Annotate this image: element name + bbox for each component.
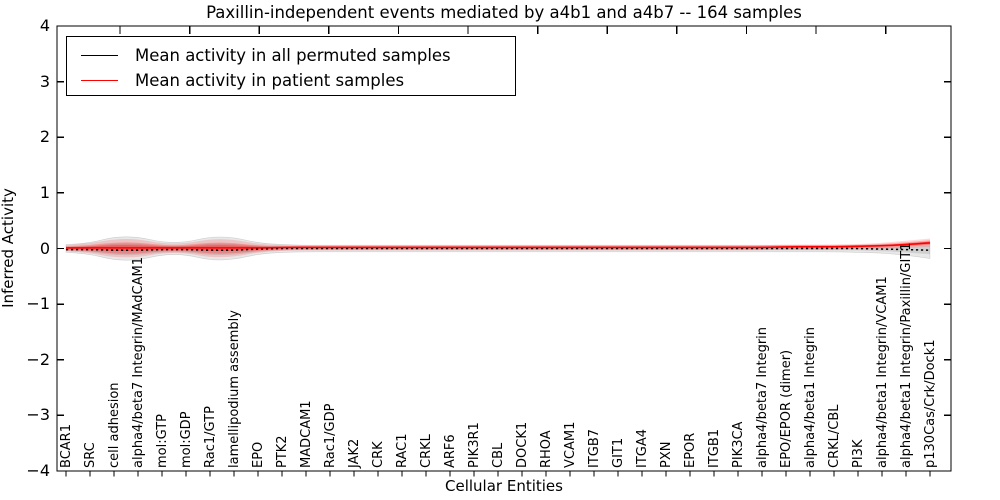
chart-title: Paxillin-independent events mediated by … [206,3,802,22]
x-tick-label: PXN [658,441,674,468]
x-tick-label: PI3K [850,439,866,468]
x-tick-label: GIT1 [610,437,626,468]
patient-mean-line [66,242,931,249]
x-axis-label: Cellular Entities [445,477,563,495]
y-tick-label: −2 [26,349,50,369]
x-tick-label: EPO/EPOR (dimer) [778,349,794,468]
x-tick-label: EPOR [682,432,698,468]
x-tick-label: RHOA [538,430,554,468]
x-tick-label: lamellipodium assembly [226,310,242,468]
x-tick-label: mol:GTP [154,414,170,468]
y-tick-label: 2 [39,127,50,147]
y-tick-label: −3 [26,405,50,425]
x-tick-label: mol:GDP [178,411,194,468]
axes-frame [56,25,952,477]
x-tick-label: alpha4/beta1 Integrin/VCAM1 [874,276,890,468]
legend-label-patient: Mean activity in patient samples [135,71,405,90]
x-tick-label: SRC [82,442,98,468]
y-tick-label: 0 [39,238,50,258]
x-tick-label: PIK3R1 [466,422,482,468]
x-tick-label: ITGB1 [706,428,722,468]
x-tick-label: Rac1/GDP [322,403,338,468]
x-tick-label: cell adhesion [106,382,122,468]
permuted-range-band-core [66,243,930,256]
x-tick-label: CRKL [418,434,434,468]
y-tick-label: 1 [39,182,50,202]
y-tick-label: 3 [39,71,50,91]
x-tick-label: CBL [490,442,506,468]
x-tick-label: alpha4/beta1 Integrin/Paxillin/GIT1 [898,242,914,468]
x-tick-label: VCAM1 [562,421,578,468]
legend: Mean activity in all permuted samples Me… [66,36,516,96]
x-tick-label: PTK2 [274,435,290,468]
x-tick-label: DOCK1 [514,421,530,468]
x-tick-label: BCAR1 [58,424,74,468]
permuted-line-sample-icon [81,55,118,56]
x-tick-label: ITGB7 [586,428,602,468]
x-tick-label: Rac1/GTP [202,406,218,468]
x-tick-label: RAC1 [394,433,410,468]
y-tick-label: −1 [26,294,50,314]
y-tick-label: 4 [39,16,50,35]
x-tick-label: p130Cas/Crk/Dock1 [922,339,938,468]
patient-line-sample-icon [81,80,118,81]
x-tick-label: EPO [250,441,266,468]
x-tick-label: PIK3CA [730,421,746,468]
x-tick-label: MADCAM1 [298,400,314,468]
x-tick-label: ARF6 [442,434,458,468]
x-tick-label: JAK2 [346,438,362,468]
x-tick-label: CRK [370,441,386,468]
legend-item-permuted: Mean activity in all permuted samples [81,43,515,68]
x-tick-label: alpha4/beta7 Integrin/MAdCAM1 [130,257,146,468]
x-tick-label: CRKL/CBL [826,404,842,469]
permuted-mean-line [66,247,931,251]
x-tick-label: alpha4/beta7 Integrin [754,326,770,468]
x-tick-label: alpha4/beta1 Integrin [802,326,818,468]
legend-label-permuted: Mean activity in all permuted samples [135,46,451,65]
legend-item-patient: Mean activity in patient samples [81,68,515,93]
x-tick-label: ITGA4 [634,428,650,468]
y-tick-label: −4 [26,461,50,480]
